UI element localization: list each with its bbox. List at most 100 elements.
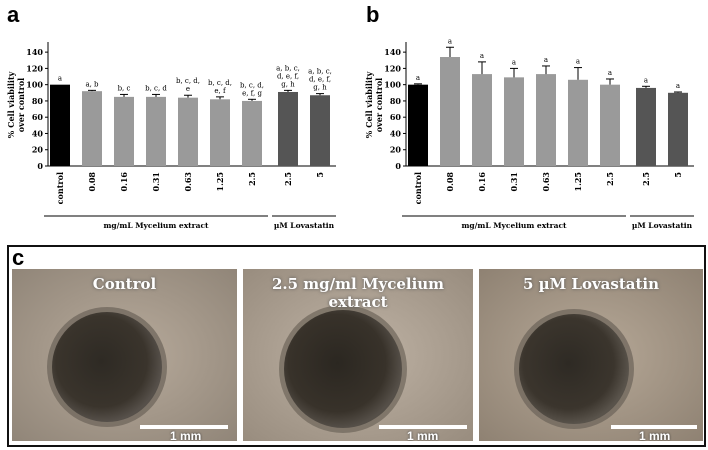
significance-letter: g, h bbox=[313, 84, 327, 92]
significance-letter: e, f bbox=[214, 87, 227, 95]
significance-letter: a bbox=[512, 58, 516, 66]
significance-letter: a bbox=[58, 75, 62, 83]
significance-letter: a bbox=[448, 37, 452, 45]
bar-8 bbox=[668, 92, 688, 166]
y-tick-label: 0 bbox=[395, 161, 401, 171]
significance-letter: a bbox=[608, 69, 612, 77]
bar-0 bbox=[408, 84, 428, 166]
significance-letter: b, c, d, bbox=[176, 77, 200, 85]
group-label: mg/mL Mycelium extract bbox=[462, 221, 568, 230]
y-tick-label: 60 bbox=[390, 112, 402, 122]
y-tick-label: 120 bbox=[26, 63, 43, 73]
micrograph-title: Control bbox=[92, 275, 157, 293]
micrograph-panel: c Control 1 mm bbox=[7, 245, 706, 447]
category-label: 2.5 bbox=[247, 172, 257, 186]
y-tick-label: 40 bbox=[32, 128, 44, 138]
group-label: mg/mL Mycelium extract bbox=[104, 221, 210, 230]
y-tick-label: 100 bbox=[384, 80, 401, 90]
y-axis-title: % Cell viabilityover control bbox=[364, 71, 384, 138]
bar-chart-a: 0 20 40 60 80 100 120 140 % Cell viabilityover c… bbox=[6, 42, 336, 230]
category-label: 2.5 bbox=[605, 172, 615, 186]
significance-letter: e bbox=[186, 85, 190, 93]
bar-2 bbox=[114, 96, 134, 166]
significance-letter: d, e, f, bbox=[277, 72, 299, 80]
scale-bar bbox=[140, 425, 228, 429]
bar-2 bbox=[472, 74, 492, 166]
micrograph-control: Control 1 mm bbox=[12, 269, 237, 441]
category-label: 2.5 bbox=[641, 172, 651, 186]
bar-3 bbox=[504, 77, 524, 166]
category-label: 0.63 bbox=[183, 172, 193, 192]
significance-letter: a bbox=[544, 56, 548, 64]
significance-letter: a bbox=[644, 76, 648, 84]
category-label: 2.5 bbox=[283, 172, 293, 186]
bar-4 bbox=[178, 97, 198, 166]
y-tick-label: 100 bbox=[26, 80, 43, 90]
significance-letter: a, b, c, bbox=[308, 68, 332, 76]
significance-letter: b, c, d bbox=[145, 84, 167, 92]
micrograph-title: 5 µM Lovastatin bbox=[522, 275, 660, 293]
y-tick-label: 140 bbox=[384, 47, 401, 57]
category-label: 0.31 bbox=[151, 172, 161, 191]
category-label: 0.63 bbox=[541, 172, 551, 192]
significance-letter: a bbox=[676, 82, 680, 90]
scale-label: 1 mm bbox=[639, 429, 671, 441]
bar-5 bbox=[210, 99, 230, 166]
panel-label-b: b bbox=[366, 2, 380, 27]
bar-1 bbox=[440, 57, 460, 166]
bar-8 bbox=[310, 95, 330, 166]
y-tick-label: 0 bbox=[37, 161, 43, 171]
micrograph-title: 2.5 mg/ml Mycelium extract bbox=[271, 275, 445, 311]
bar-7 bbox=[278, 91, 298, 166]
category-label: 0.08 bbox=[87, 172, 97, 192]
y-axis-title: % Cell viabilityover control bbox=[6, 71, 26, 138]
category-label: 5 bbox=[673, 172, 683, 178]
bar-3 bbox=[146, 96, 166, 166]
micrograph-lovastatin: 5 µM Lovastatin 1 mm bbox=[479, 269, 703, 441]
y-tick-label: 120 bbox=[384, 63, 401, 73]
y-tick-label: 40 bbox=[390, 128, 402, 138]
category-label: control bbox=[413, 172, 423, 204]
category-label: 5 bbox=[315, 172, 325, 178]
bar-7 bbox=[636, 87, 656, 166]
category-label: control bbox=[55, 172, 65, 204]
group-label: µM Lovastatin bbox=[274, 221, 335, 230]
spheroid-image bbox=[479, 269, 703, 441]
significance-letter: b, c bbox=[118, 84, 131, 92]
significance-letter: a bbox=[480, 52, 484, 60]
significance-letter: b, c, d, bbox=[240, 81, 264, 89]
significance-letter: g, h bbox=[281, 80, 295, 88]
significance-letter: a bbox=[576, 58, 580, 66]
category-label: 0.08 bbox=[445, 172, 455, 192]
category-label: 0.16 bbox=[119, 172, 129, 192]
group-label: µM Lovastatin bbox=[632, 221, 693, 230]
bar-6 bbox=[242, 100, 262, 166]
scale-bar bbox=[611, 425, 697, 429]
bar-0 bbox=[50, 84, 70, 166]
y-tick-label: 60 bbox=[32, 112, 44, 122]
significance-letter: a, b bbox=[85, 80, 99, 88]
panel-label-a: a bbox=[7, 2, 20, 27]
bar-5 bbox=[568, 79, 588, 166]
spheroid-image bbox=[243, 269, 473, 441]
bar-6 bbox=[600, 84, 620, 166]
category-label: 1.25 bbox=[573, 172, 583, 191]
y-tick-label: 20 bbox=[390, 145, 402, 155]
category-label: 0.16 bbox=[477, 172, 487, 192]
category-label: 0.31 bbox=[509, 172, 519, 191]
bar-4 bbox=[536, 74, 556, 166]
micrograph-mycelium: 2.5 mg/ml Mycelium extract 1 mm bbox=[243, 269, 473, 441]
y-tick-label: 80 bbox=[32, 96, 44, 106]
significance-letter: b, c, d, bbox=[208, 79, 232, 87]
significance-letter: a bbox=[416, 74, 420, 82]
scale-bar bbox=[379, 425, 467, 429]
scale-label: 1 mm bbox=[170, 429, 202, 441]
y-tick-label: 80 bbox=[390, 96, 402, 106]
y-tick-label: 140 bbox=[26, 47, 43, 57]
significance-letter: e, f, g bbox=[242, 89, 262, 97]
scale-label: 1 mm bbox=[407, 429, 439, 441]
category-label: 1.25 bbox=[215, 172, 225, 191]
significance-letter: d, e, f, bbox=[309, 76, 331, 84]
significance-letter: a, b, c, bbox=[276, 64, 300, 72]
panel-label-c: c bbox=[12, 245, 25, 270]
